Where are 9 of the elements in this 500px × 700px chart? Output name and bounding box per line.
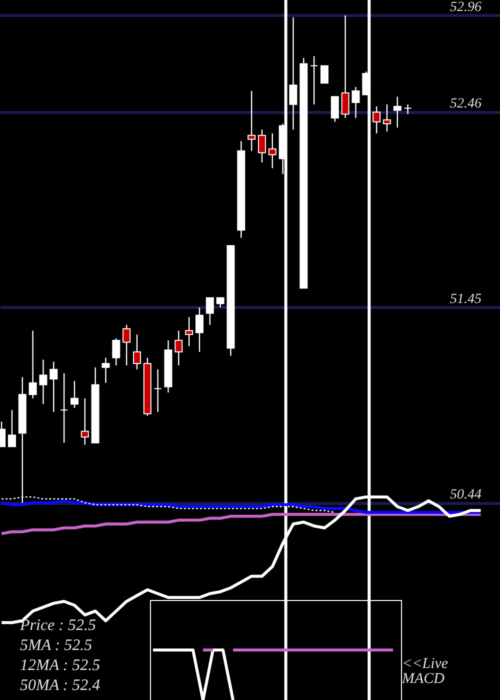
annotation: Price : 52.5 [19,617,96,634]
y-tick-label: 51.45 [450,292,482,307]
y-tick-label: 50.44 [450,487,482,502]
y-tick-label: 52.46 [450,96,482,112]
annotation: 5MA : 52.5 [20,637,92,654]
annotation: <<Live MACD [401,656,448,687]
y-tick-label: 52.96 [450,0,482,15]
annotation: 12MA : 52.5 [20,657,100,674]
annotation: 50MA : 52.4 [20,677,100,694]
